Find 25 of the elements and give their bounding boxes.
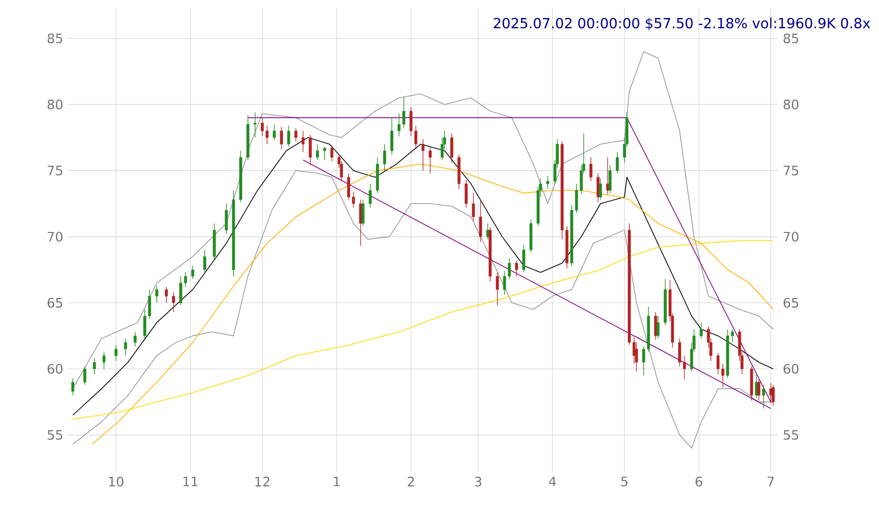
y2-tick-label: 65 xyxy=(784,298,798,308)
y-tick-label: 70 xyxy=(48,232,62,242)
x-tick-label: 6 xyxy=(696,476,702,487)
x-tick-label: 10 xyxy=(109,476,124,487)
y2-tick-label: 55 xyxy=(784,430,798,440)
y2-tick-label: 75 xyxy=(784,166,798,176)
y2-tick-label: 85 xyxy=(784,33,798,44)
y2-tick-label: 60 xyxy=(784,364,798,374)
x-tick-label: 1 xyxy=(334,476,340,486)
y2-tick-label: 80 xyxy=(784,100,798,110)
x-tick-label: 4 xyxy=(549,476,556,486)
x-tick-label: 11 xyxy=(183,476,198,486)
y-tick-label: 60 xyxy=(48,364,62,374)
text: 2025.07.02 00:00:00 $57.50 -2.18% vol:1960.9K 0.8x xyxy=(494,18,870,30)
x-tick-label: 5 xyxy=(621,476,628,486)
y-tick-label: 55 xyxy=(48,430,62,440)
y-tick-label: 75 xyxy=(48,166,62,176)
x-tick-label: 12 xyxy=(255,476,270,486)
x-tick-label: 2 xyxy=(408,476,414,486)
x-tick-label: 7 xyxy=(768,476,774,486)
y-tick-label: 65 xyxy=(48,298,62,308)
y-tick-label: 80 xyxy=(48,100,62,110)
y2-tick-label: 70 xyxy=(784,232,798,242)
y-tick-label: 85 xyxy=(48,33,62,44)
x-tick-label: 3 xyxy=(475,476,482,487)
